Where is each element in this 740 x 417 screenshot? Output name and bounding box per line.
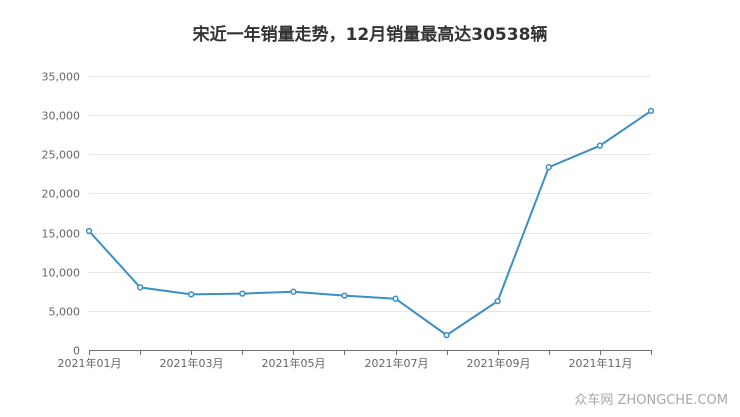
series-line <box>88 110 652 337</box>
x-tick-label: 2021年07月 <box>365 356 429 370</box>
data-point <box>647 107 655 115</box>
data-point <box>494 297 501 305</box>
data-point <box>545 164 552 171</box>
chart-title: 宋近一年销量走势，12月销量最高达30538辆 <box>192 24 548 45</box>
data-point <box>188 291 195 298</box>
x-tick-label: 2021年01月 <box>58 356 122 370</box>
series-sales <box>85 107 655 339</box>
grid-lines <box>89 76 651 312</box>
data-point <box>290 288 297 295</box>
watermark-text: 众车网 ZHONGCHE.COM <box>574 392 728 408</box>
x-axis-ticks: 2021年01月 2021年03月 2021年05月 2021年07月 2021年09月… <box>58 350 652 370</box>
x-tick-label: 2021年11月 <box>569 356 633 370</box>
y-tick-label: 5,000 <box>49 306 81 319</box>
y-tick-label: 35,000 <box>42 71 81 84</box>
data-point <box>341 292 348 299</box>
y-tick-label: 10,000 <box>42 267 81 280</box>
data-point <box>392 295 399 302</box>
y-tick-label: 30,000 <box>42 110 81 123</box>
x-tick-label: 2021年03月 <box>160 356 224 370</box>
data-point <box>443 331 450 339</box>
y-tick-label: 20,000 <box>42 188 81 201</box>
data-point <box>136 284 144 291</box>
y-tick-label: 25,000 <box>42 149 81 162</box>
y-tick-label: 0 <box>73 345 80 358</box>
x-tick-label: 2021年09月 <box>467 356 531 370</box>
data-point <box>239 290 246 297</box>
x-tick-label: 2021年05月 <box>262 356 326 370</box>
data-point <box>85 227 93 235</box>
y-tick-label: 15,000 <box>42 228 81 241</box>
data-point <box>596 142 604 149</box>
y-axis-ticks: 0 5,000 10,000 15,000 20,000 25,000 30,000 35,0… <box>42 71 81 358</box>
